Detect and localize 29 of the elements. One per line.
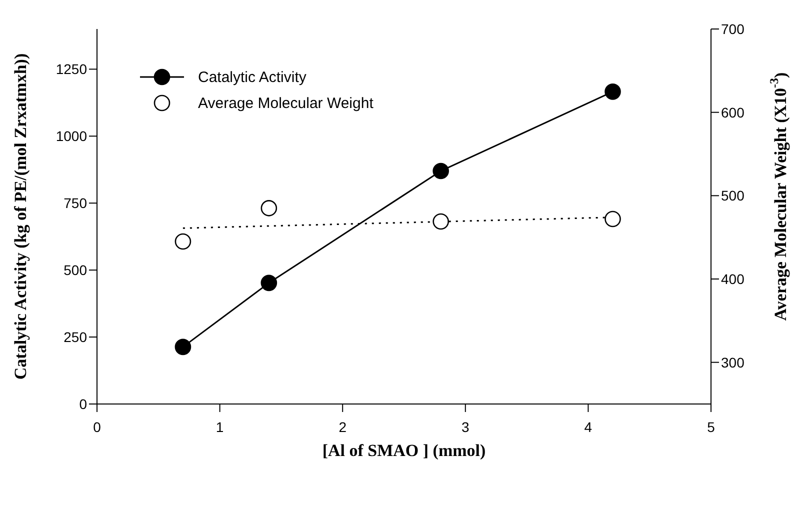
x-tick-label: 4 [584, 418, 592, 435]
point [432, 213, 449, 230]
x-tick-label: 1 [216, 418, 224, 435]
point [604, 84, 621, 100]
x-tick-label: 2 [338, 418, 347, 435]
x-axis-title: [Al of SMAO ] (mmol) [322, 440, 486, 460]
y2-tick-label: 300 [721, 354, 745, 370]
y-tick-label: 0 [79, 396, 88, 412]
point [174, 233, 192, 250]
legend-label: Catalytic Activity [198, 68, 306, 86]
point [260, 274, 278, 292]
y-tick-label: 1250 [56, 61, 88, 78]
y2-tick-label: 500 [721, 188, 745, 204]
y-axis-title: Catalytic Activity (kg of PE/(mol Zrxatmxh)) [10, 53, 30, 380]
point [174, 338, 192, 356]
y2-tick-label: 700 [721, 20, 745, 37]
y-tick-label: 250 [64, 329, 88, 346]
x-tick-label: 3 [462, 418, 470, 435]
point [604, 210, 621, 228]
y2-tick-label: 600 [721, 104, 745, 120]
y-tick-label: 1000 [56, 128, 88, 144]
y-tick-label: 500 [64, 262, 88, 278]
point [432, 162, 449, 180]
y2-tick-label: 400 [721, 270, 745, 287]
legend-label: Average Molecular Weight [198, 94, 374, 112]
y-tick-label: 750 [64, 195, 88, 212]
point [260, 200, 278, 216]
x-tick-label: 5 [707, 418, 716, 435]
x-tick-label: 0 [93, 418, 102, 435]
